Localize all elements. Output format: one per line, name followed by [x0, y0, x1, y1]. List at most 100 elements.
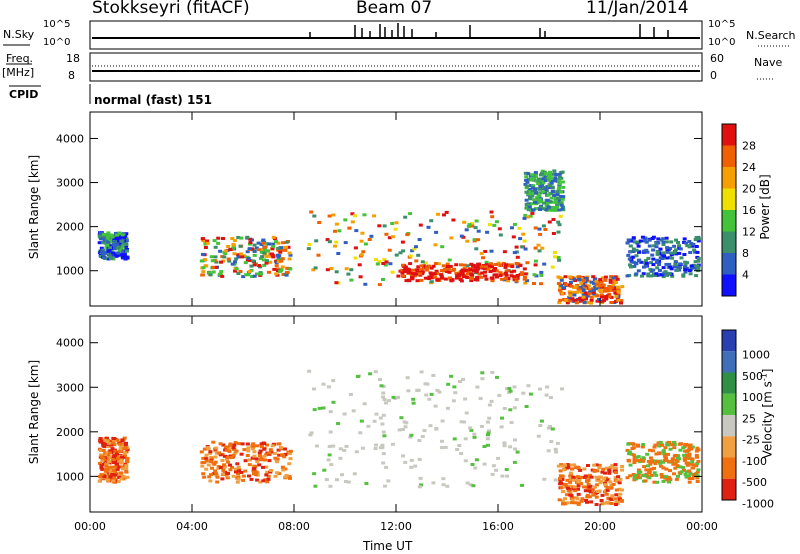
range-cell [312, 472, 317, 476]
range-cell [204, 264, 209, 268]
range-cell [636, 443, 640, 447]
range-cell [574, 290, 579, 294]
range-cell [488, 270, 493, 273]
range-cell [690, 477, 695, 480]
range-cell [264, 261, 269, 265]
range-cell [500, 474, 505, 478]
range-cell [223, 472, 228, 476]
range-cell [200, 464, 205, 468]
range-cell [634, 254, 639, 258]
range-cell [106, 454, 110, 458]
range-cell [425, 266, 430, 270]
range-cell [650, 460, 655, 464]
range-cell [98, 231, 103, 235]
range-cell [514, 261, 519, 265]
range-cell [334, 270, 339, 274]
range-cell [646, 464, 650, 468]
range-cell [326, 458, 331, 462]
range-cell [115, 438, 120, 442]
range-cell [471, 484, 476, 488]
range-cell [664, 240, 669, 244]
range-cell [277, 472, 282, 476]
range-cell [230, 465, 234, 469]
range-cell [248, 241, 253, 244]
range-cell [686, 474, 691, 478]
range-cell [570, 297, 575, 301]
range-cell [204, 457, 209, 461]
range-cell [107, 465, 112, 469]
range-cell [396, 395, 400, 399]
range-cell [616, 287, 621, 291]
range-cell [268, 254, 273, 258]
power-colorbar-swatch [722, 188, 736, 210]
range-cell [636, 455, 641, 459]
range-cell [220, 477, 225, 481]
range-cell [594, 495, 599, 499]
range-cell [593, 485, 597, 489]
range-cell [661, 237, 666, 241]
range-cell [594, 503, 599, 506]
range-cell [559, 463, 564, 467]
range-cell [201, 266, 206, 270]
range-cell [233, 269, 237, 273]
range-cell [525, 184, 530, 188]
range-cell [401, 249, 406, 253]
range-cell [469, 428, 474, 432]
range-cell [433, 404, 438, 408]
range-cell [556, 282, 561, 285]
range-cell [108, 470, 113, 474]
range-cell [122, 252, 127, 256]
range-cell [348, 393, 353, 396]
range-cell [213, 455, 218, 459]
range-cell [556, 256, 561, 259]
range-cell [329, 463, 334, 467]
range-cell [524, 405, 529, 408]
range-cell [558, 477, 562, 481]
range-cell [431, 373, 436, 377]
range-cell [111, 243, 116, 247]
range-cell [382, 258, 387, 262]
range-cell [604, 286, 609, 290]
velocity-colorbar-swatch [722, 478, 736, 501]
range-cell [561, 205, 565, 209]
range-cell [594, 287, 598, 291]
range-cell [122, 453, 127, 457]
range-cell [557, 172, 562, 176]
range-cell [103, 451, 108, 455]
range-cell [347, 226, 352, 230]
range-cell [344, 444, 349, 448]
range-cell [243, 459, 248, 463]
range-cell [97, 461, 102, 465]
range-cell [381, 461, 386, 465]
range-cell [572, 293, 577, 297]
range-cell [381, 384, 386, 388]
range-cell [403, 425, 408, 429]
range-cell [499, 425, 504, 429]
range-cell [424, 393, 429, 397]
range-cell [286, 245, 291, 249]
range-cell [610, 286, 615, 289]
range-cell [199, 259, 204, 263]
range-cell [250, 456, 255, 460]
range-cell [536, 243, 541, 247]
range-cell [609, 486, 614, 490]
range-cell [257, 264, 261, 267]
range-cell [512, 460, 517, 464]
range-cell [547, 173, 552, 177]
range-cell [653, 274, 657, 277]
range-cell [580, 298, 585, 302]
range-cell [111, 251, 116, 255]
range-cell [563, 497, 567, 501]
range-cell [664, 456, 668, 460]
range-cell [562, 502, 567, 506]
range-cell [568, 293, 573, 297]
range-cell [530, 194, 535, 198]
range-cell [234, 267, 239, 271]
range-cell [108, 449, 113, 453]
range-cell [494, 468, 498, 472]
range-cell [416, 253, 421, 257]
range-cell [597, 466, 602, 470]
range-cell [683, 473, 688, 476]
range-cell [202, 475, 207, 479]
range-cell [262, 245, 267, 249]
